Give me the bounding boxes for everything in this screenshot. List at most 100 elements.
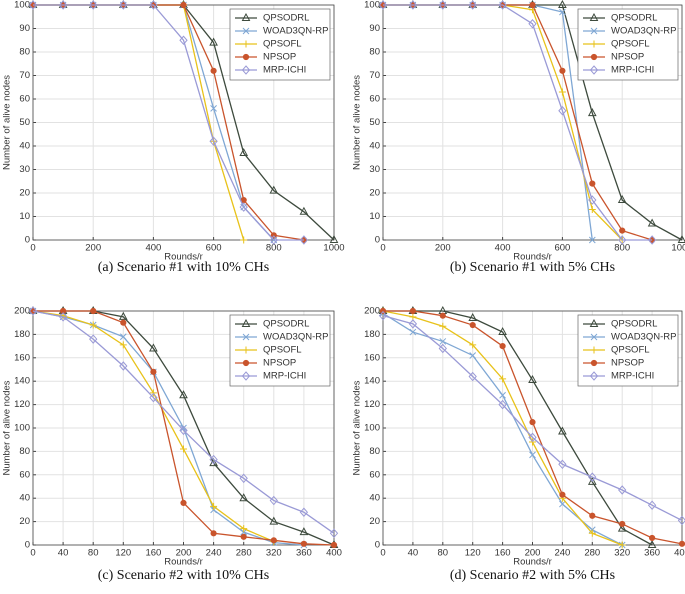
legend-marker — [242, 346, 250, 354]
marker — [28, 0, 38, 10]
marker — [240, 525, 248, 533]
marker — [269, 516, 279, 525]
marker — [588, 195, 597, 205]
marker — [558, 0, 567, 8]
marker — [678, 540, 685, 547]
x-axis-label: Rounds/r — [513, 252, 552, 263]
marker — [649, 534, 656, 542]
y-tick-label: 20 — [369, 188, 380, 199]
y-tick-label: 60 — [19, 94, 30, 105]
y-tick-label: 20 — [369, 516, 380, 527]
marker — [439, 338, 447, 345]
legend-label: WOAD3QN-RP — [611, 26, 676, 37]
marker — [439, 322, 447, 330]
x-tick-label: 160 — [145, 548, 161, 559]
marker — [647, 235, 657, 245]
marker — [378, 310, 388, 321]
legend-marker — [590, 333, 598, 341]
y-tick-label: 20 — [19, 516, 30, 527]
marker — [587, 476, 597, 485]
x-tick-label: 1000 — [323, 243, 344, 254]
legend-marker — [242, 333, 250, 341]
marker — [647, 539, 657, 548]
y-axis-label: Number of alive nodes — [352, 75, 363, 170]
caption: (d) Scenario #2 with 5% CHs — [450, 568, 615, 583]
legend-label: QPSODRL — [611, 319, 657, 330]
legend-marker — [589, 65, 599, 75]
legend-label: WOAD3QN-RP — [611, 332, 676, 343]
x-tick-label: 360 — [296, 548, 312, 559]
y-tick-label: 140 — [364, 376, 380, 387]
marker — [149, 343, 158, 352]
x-tick-label: 600 — [206, 243, 222, 254]
x-tick-label: 280 — [236, 548, 252, 559]
marker — [239, 473, 248, 484]
x-tick-label: 200 — [85, 243, 101, 254]
y-tick-label: 10 — [19, 211, 30, 222]
marker — [528, 374, 537, 384]
y-tick-label: 10 — [369, 211, 380, 222]
y-tick-label: 60 — [369, 94, 380, 105]
x-tick-label: 200 — [176, 548, 192, 559]
y-tick-label: 200 — [14, 306, 30, 317]
y-tick-label: 100 — [14, 423, 30, 434]
marker — [618, 235, 627, 245]
legend-label: WOAD3QN-RP — [263, 26, 328, 37]
x-tick-label: 120 — [465, 548, 481, 559]
marker — [180, 445, 187, 453]
legend-marker — [590, 40, 598, 48]
marker — [588, 205, 596, 213]
y-tick-label: 160 — [364, 352, 380, 363]
y-tick-label: 100 — [364, 0, 380, 11]
caption: (c) Scenario #2 with 10% CHs — [98, 568, 269, 583]
series-line — [33, 4, 304, 241]
marker — [439, 312, 446, 319]
marker — [299, 235, 309, 245]
legend-label: QPSOFL — [611, 345, 650, 356]
x-tick-label: 800 — [266, 243, 282, 254]
y-tick-label: 180 — [364, 329, 380, 340]
marker — [210, 67, 217, 74]
x-tick-label: 240 — [206, 548, 222, 559]
marker — [239, 147, 249, 157]
marker — [378, 0, 388, 10]
y-axis-label: Number of alive nodes — [352, 380, 363, 475]
legend-marker — [589, 371, 599, 381]
marker — [438, 343, 447, 354]
y-axis-label: Number of alive nodes — [2, 380, 13, 475]
legend-label: QPSOFL — [611, 39, 650, 50]
marker — [647, 218, 657, 227]
legend-marker — [242, 53, 250, 61]
x-tick-label: 360 — [644, 548, 660, 559]
marker — [89, 334, 98, 344]
x-tick-label: 0 — [30, 548, 35, 559]
marker — [409, 328, 417, 336]
marker — [618, 541, 626, 549]
legend-label: MRP-ICHI — [263, 65, 306, 76]
marker — [89, 321, 97, 329]
y-tick-label: 80 — [19, 47, 30, 58]
marker — [239, 202, 248, 212]
marker — [300, 540, 307, 547]
marker — [210, 530, 217, 537]
x-tick-label: 80 — [438, 548, 449, 559]
marker — [149, 0, 158, 10]
panel: 010203040506070809010002004006008001000R… — [352, 0, 685, 275]
legend-marker — [590, 359, 598, 367]
marker — [438, 0, 447, 10]
plot-frame — [32, 310, 335, 546]
x-tick-label: 0 — [380, 243, 385, 254]
y-tick-label: 30 — [369, 164, 380, 175]
x-tick-label: 200 — [525, 548, 541, 559]
y-tick-label: 70 — [19, 70, 30, 81]
marker — [558, 88, 566, 96]
marker — [499, 391, 506, 399]
x-tick-label: 320 — [266, 548, 282, 559]
x-tick-label: 400 — [326, 548, 342, 559]
x-tick-label: 40 — [408, 548, 419, 559]
x-tick-label: 1000 — [671, 243, 685, 254]
marker — [677, 234, 685, 243]
marker — [118, 311, 128, 320]
x-tick-label: 160 — [495, 548, 511, 559]
